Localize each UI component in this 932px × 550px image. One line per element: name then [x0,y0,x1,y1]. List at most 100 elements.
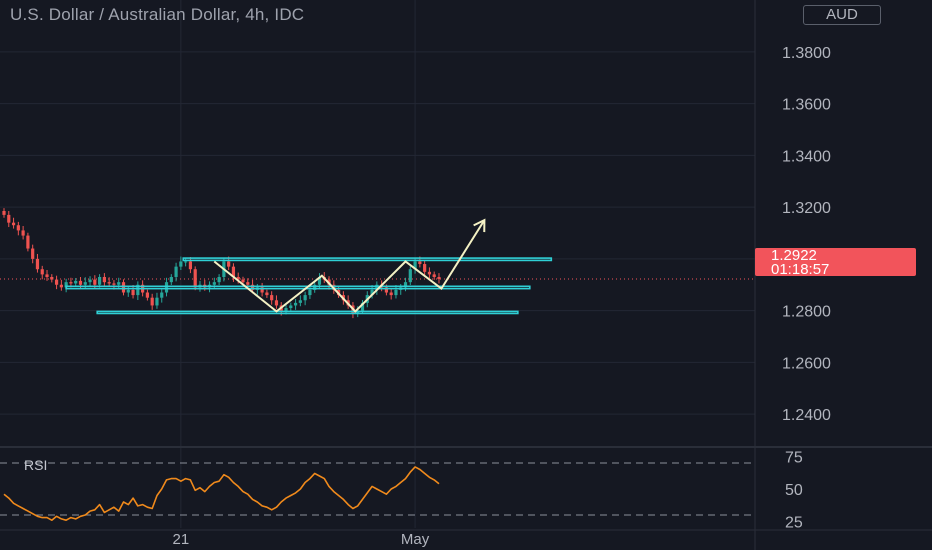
candle-body [250,284,255,290]
candle-body [317,276,322,285]
candle-body [384,287,388,293]
rsi-pane [0,462,755,522]
candle-body [246,282,250,285]
candle-body [126,289,130,293]
candle-body [174,266,178,277]
candle-body [418,261,422,265]
candle-body [241,279,245,283]
candle-body [289,305,293,309]
candle-body [437,276,441,280]
candle-body [432,274,436,277]
candle-body [260,287,264,293]
candle-body [236,276,240,280]
candle-body [370,289,374,296]
candle-body [160,292,164,298]
candle-body [394,289,398,296]
candle-body [21,230,25,236]
rsi-tick-label: 75 [785,450,803,467]
candle-body [117,282,121,285]
candle-body [184,261,188,263]
candle-body [16,225,20,231]
candle-body [150,297,154,306]
range-box [65,285,531,290]
candle-body [121,282,126,293]
candle-body [231,266,236,277]
candle-body [403,282,408,288]
rsi-tick-label: 25 [785,515,803,532]
candle-body [169,276,173,283]
candle-body [93,279,97,285]
candle-body [298,300,302,303]
candle-body [69,282,73,284]
candle-body [164,282,169,293]
candle-body [360,302,365,311]
y-tick-label: 1.3200 [782,200,831,217]
range-box [182,257,553,262]
rsi-label: RSI [24,457,48,473]
candle-body [145,292,149,298]
bar-countdown: 01:18:57 [771,260,830,278]
candle-body [64,282,68,288]
candle-body [107,282,111,284]
candle-body [45,274,49,277]
candle-body [11,222,16,226]
rsi-tick-label: 50 [785,482,803,499]
candle-body [83,282,87,285]
candle-body [112,283,116,285]
range-box [96,310,519,315]
candle-body [413,261,417,270]
currency-badge[interactable]: AUD [803,5,881,25]
candle-body [26,235,30,249]
candle-body [98,276,102,285]
candle-body [389,292,393,296]
candle-body [274,300,279,306]
candle-body [7,214,11,223]
candle-body [2,211,6,215]
candle-body [102,276,106,283]
candle-body [227,261,231,267]
candle-body [40,269,44,275]
zigzag-projection [213,219,486,313]
candle-body [131,289,135,296]
y-tick-label: 1.2600 [782,355,831,372]
candle-body [427,271,432,275]
candle-body [375,284,379,290]
candle-body [179,261,183,267]
pattern-annotations [65,218,553,315]
current-price: 1.2922 [771,247,817,264]
candle-body [50,276,54,280]
candle-body [31,248,35,259]
candle-body [303,295,307,301]
candle-body [313,284,317,290]
candle-body [284,308,288,311]
candle-body [136,284,140,296]
candle-body [265,292,269,296]
candles [2,208,441,319]
y-tick-label: 1.3400 [782,148,831,165]
candle-body [408,269,412,283]
candle-body [78,280,83,285]
candle-body [155,297,159,306]
current-price-tag: 1.2922 01:18:57 [755,248,916,276]
candle-body [35,258,40,270]
candle-body [217,276,221,283]
candle-body [88,279,92,283]
y-tick-label: 1.3800 [782,45,831,62]
candle-body [54,279,59,285]
y-tick-label: 1.2800 [782,304,831,321]
candle-body [308,289,312,296]
y-tick-label: 1.3600 [782,97,831,114]
projection-arrowhead [473,218,486,233]
chart-title: U.S. Dollar / Australian Dollar, 4h, IDC [10,5,305,24]
rsi-line [3,466,440,522]
candle-body [188,261,193,270]
candle-body [74,280,78,284]
x-tick-label: 21 [173,531,190,548]
candle-body [212,282,216,285]
candle-body [270,295,274,301]
candle-body [423,264,427,272]
candle-body [293,302,298,306]
x-tick-label: May [401,531,430,548]
